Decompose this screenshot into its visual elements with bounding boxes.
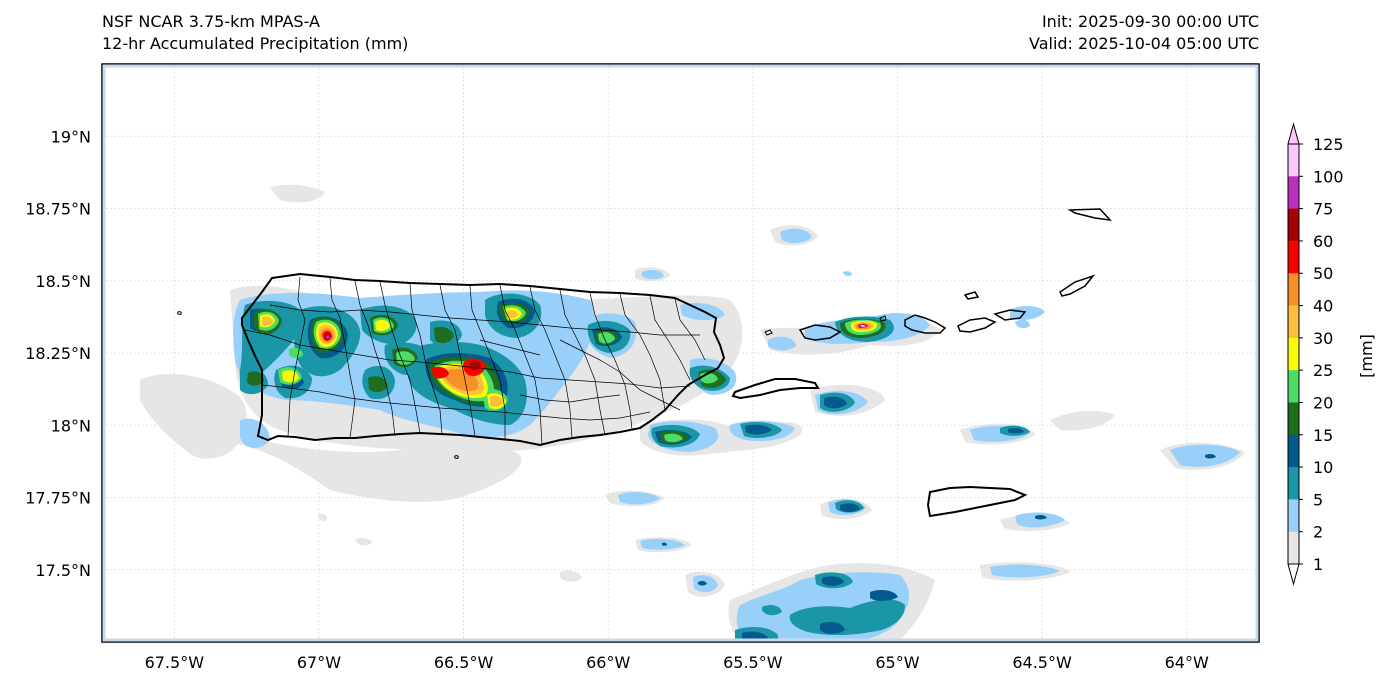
- init-time: Init: 2025-09-30 00:00 UTC: [1041, 12, 1259, 31]
- colorbar-level-label: 15: [1313, 426, 1333, 445]
- latitude-label: 18.75°N: [25, 200, 91, 219]
- longitude-label: 64°W: [1165, 653, 1209, 672]
- anegada-outline: [1067, 208, 1112, 222]
- longitude-label: 66.5°W: [434, 653, 494, 672]
- colorbar-level-label: 2: [1313, 523, 1323, 542]
- latitude-label: 17.5°N: [35, 561, 91, 580]
- st-croix-outline: [926, 485, 1028, 518]
- municipal-boundaries: [244, 276, 706, 445]
- colorbar-swatch: [1288, 531, 1299, 565]
- longitude-label: 66°W: [586, 653, 630, 672]
- colorbar-level-label: 10: [1313, 458, 1333, 477]
- colorbar-extend-max: [1287, 122, 1300, 145]
- precip-100mm: [861, 325, 865, 327]
- colorbar-swatch: [1288, 305, 1299, 339]
- field-title: 12-hr Accumulated Precipitation (mm): [102, 34, 409, 53]
- tortola-outline: [993, 309, 1027, 321]
- latitude-label: 18.5°N: [35, 272, 91, 291]
- model-title: NSF NCAR 3.75-km MPAS-A: [102, 12, 320, 31]
- valid-time: Valid: 2025-10-04 05:00 UTC: [1028, 34, 1259, 53]
- colorbar-swatch: [1288, 467, 1299, 500]
- map-frame: [101, 63, 1260, 643]
- colorbar-swatch: [1288, 337, 1299, 371]
- culebra-outline: [798, 324, 842, 341]
- colorbar-level-label: 125: [1313, 135, 1344, 154]
- precip-field: [140, 184, 1245, 642]
- longitude-tick-labels: 67.5°W 67°W 66.5°W 66°W 65.5°W 65°W 64.5°W 64°W: [145, 653, 1209, 672]
- colorbar-swatch: [1288, 176, 1299, 210]
- colorbar-swatch: [1288, 273, 1299, 307]
- colorbar-swatch: [1288, 144, 1299, 177]
- longitude-label: 67.5°W: [145, 653, 205, 672]
- colorbar-level-label: 60: [1313, 232, 1333, 251]
- colorbar-level-label: 30: [1313, 329, 1333, 348]
- colorbar-level-label: 75: [1313, 200, 1333, 219]
- colorbar-level-label: 100: [1313, 167, 1344, 186]
- st-john-outline: [957, 317, 997, 333]
- coastlines: [177, 208, 1112, 518]
- st-thomas-outline: [904, 314, 947, 334]
- colorbar-extend-min: [1287, 563, 1300, 586]
- longitude-label: 65.5°W: [723, 653, 783, 672]
- latitude-tick-labels: 19°N 18.75°N 18.5°N 18.25°N 18°N 17.75°N 17.5°…: [25, 127, 91, 580]
- colorbar-level-label: 40: [1313, 297, 1333, 316]
- colorbar-swatch: [1288, 370, 1299, 403]
- colorbar-level-label: 20: [1313, 393, 1333, 412]
- colorbar-swatch: [1288, 434, 1299, 468]
- colorbar-outline: [1287, 143, 1300, 565]
- latitude-label: 19°N: [51, 127, 91, 146]
- colorbar-level-label: 1: [1313, 555, 1323, 574]
- colorbar-level-label: 5: [1313, 490, 1323, 509]
- colorbar-swatch: [1288, 402, 1299, 436]
- colorbar-swatch: [1288, 240, 1299, 274]
- map-title: NSF NCAR 3.75-km MPAS-A 12-hr Accumulate…: [102, 11, 408, 55]
- latitude-label: 18°N: [51, 416, 91, 435]
- time-info: Init: 2025-09-30 00:00 UTC Valid: 2025-1…: [1029, 11, 1259, 55]
- colorbar-swatch: [1288, 499, 1299, 533]
- vieques-outline: [731, 378, 820, 400]
- colorbar-swatch: [1288, 208, 1299, 242]
- colorbar-level-label: 50: [1313, 264, 1333, 283]
- colorbar-level-label: 25: [1313, 361, 1333, 380]
- longitude-label: 67°W: [297, 653, 341, 672]
- longitude-label: 65°W: [875, 653, 919, 672]
- latitude-label: 18.25°N: [25, 344, 91, 363]
- puerto-rico-outline: [241, 272, 726, 447]
- jost-van-dyke-outline: [963, 291, 980, 300]
- longitude-label: 64.5°W: [1012, 653, 1072, 672]
- latitude-label: 17.75°N: [25, 489, 91, 508]
- colorbar-unit-label: [mm]: [1357, 334, 1376, 378]
- map-inner-border: [102, 64, 1259, 642]
- virgin-gorda-outline: [1059, 274, 1096, 297]
